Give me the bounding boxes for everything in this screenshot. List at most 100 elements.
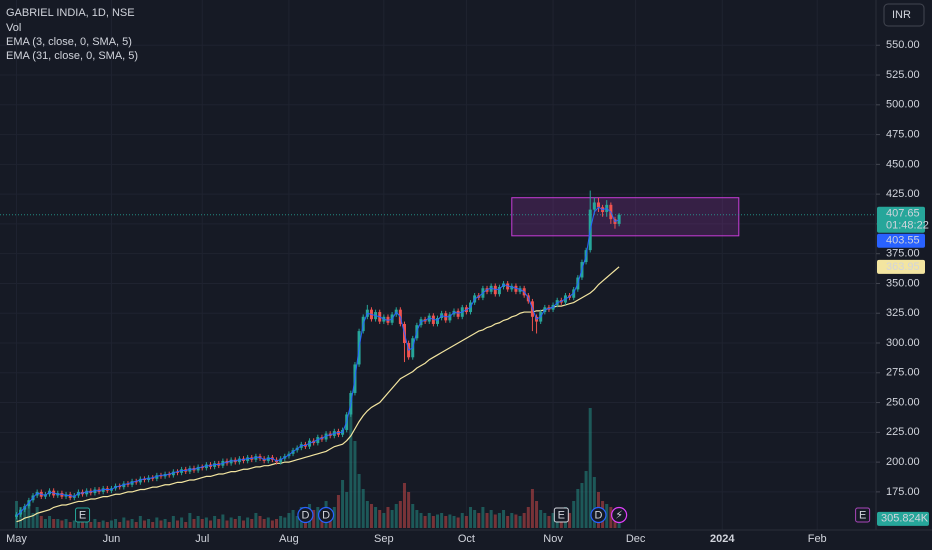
volume-bar xyxy=(48,516,52,528)
volume-bar xyxy=(402,483,406,528)
ema31-line xyxy=(16,266,620,523)
volume-bar xyxy=(242,520,246,528)
candle-body xyxy=(213,463,217,467)
volume-bar xyxy=(365,501,369,528)
volume-bar xyxy=(312,510,316,528)
event-label: E xyxy=(859,509,866,521)
volume-bar xyxy=(93,519,97,528)
candle-body xyxy=(68,494,72,498)
volume-bar xyxy=(336,495,340,528)
candle-body xyxy=(617,214,621,224)
volume-bar xyxy=(64,519,68,528)
event-label: D xyxy=(594,509,602,521)
event-label: D xyxy=(322,509,330,521)
y-tick-label: 425.00 xyxy=(886,188,920,200)
candle-body xyxy=(324,433,328,440)
volume-bar xyxy=(481,507,485,528)
volume-bar xyxy=(283,517,287,528)
y-tick-label: 350.00 xyxy=(886,277,920,289)
candle-body xyxy=(510,285,514,290)
candle-body xyxy=(427,315,431,322)
volume-bar xyxy=(493,514,497,528)
volume-bar xyxy=(60,520,64,528)
ema31-value-label: 363.95 xyxy=(886,261,920,273)
volume-bar xyxy=(568,513,572,528)
volume-bar xyxy=(427,513,431,528)
candle-body xyxy=(596,202,600,208)
volume-bar xyxy=(349,399,353,528)
volume-bar xyxy=(580,483,584,528)
volume-bar xyxy=(184,522,188,528)
ema3-value-box xyxy=(877,233,925,248)
volume-bar xyxy=(398,501,402,528)
volume-bar xyxy=(279,516,283,528)
x-tick-label: 2024 xyxy=(710,533,735,545)
volume-bar xyxy=(378,510,382,528)
candle-body xyxy=(151,477,155,479)
volume-bar xyxy=(518,516,522,528)
volume-bar xyxy=(332,507,336,528)
volume-bar xyxy=(419,513,423,528)
event-marker xyxy=(553,507,569,523)
volume-bar xyxy=(497,513,501,528)
ema31-value-box xyxy=(877,259,925,274)
volume-bar xyxy=(122,517,126,528)
candle-body xyxy=(266,457,270,461)
volume-bar xyxy=(56,519,60,528)
volume-bar xyxy=(444,516,448,528)
volume-bar xyxy=(138,516,142,528)
volume-bar xyxy=(452,516,456,528)
candle-body xyxy=(489,285,493,292)
volume-bar xyxy=(460,513,464,528)
candle-body xyxy=(436,318,439,324)
volume-bar xyxy=(118,522,122,528)
currency-label[interactable]: INR xyxy=(892,9,911,21)
candle-body xyxy=(188,468,192,472)
x-tick-label: Nov xyxy=(543,533,563,545)
volume-bar xyxy=(456,517,460,528)
candle-body xyxy=(493,285,497,295)
volume-bar xyxy=(192,519,196,528)
volume-bar xyxy=(155,517,159,528)
y-tick-label: 475.00 xyxy=(886,128,920,140)
y-tick-label: 175.00 xyxy=(886,486,920,498)
volume-bar xyxy=(423,516,427,528)
candle-body xyxy=(159,475,163,477)
volume-bar xyxy=(485,513,489,528)
event-label: E xyxy=(558,509,565,521)
volume-bar xyxy=(147,519,151,528)
volume-bar xyxy=(431,516,435,528)
volume-bar xyxy=(105,522,109,528)
volume-bar xyxy=(369,504,373,528)
candle-body xyxy=(93,489,97,494)
candle-body xyxy=(506,283,510,290)
volume-bar xyxy=(440,513,444,528)
currency-button[interactable] xyxy=(883,3,925,27)
volume-bar xyxy=(246,517,250,528)
candle-body xyxy=(175,471,179,473)
volume-bar xyxy=(126,520,130,528)
volume-bar xyxy=(514,514,518,528)
volume-bar xyxy=(341,480,345,528)
volume-bar xyxy=(167,522,171,528)
volume-bar xyxy=(539,510,543,528)
volume-bar xyxy=(295,516,299,528)
volume-value-box xyxy=(877,511,929,526)
y-tick-label: 250.00 xyxy=(886,396,920,408)
candle-body xyxy=(130,481,134,485)
indicator-label: Vol xyxy=(6,22,21,34)
candle-body xyxy=(155,475,159,479)
last-price-box xyxy=(877,206,925,233)
volume-bar xyxy=(221,514,225,528)
volume-bar xyxy=(535,501,539,528)
volume-bar xyxy=(617,518,621,528)
volume-bar xyxy=(266,517,270,528)
volume-bar xyxy=(543,513,547,528)
volume-bar xyxy=(576,489,580,528)
volume-bar xyxy=(448,514,452,528)
candle-body xyxy=(279,458,283,463)
volume-bar xyxy=(361,489,365,528)
ema3-value-label: 403.55 xyxy=(886,235,920,247)
volume-bar xyxy=(217,519,221,528)
